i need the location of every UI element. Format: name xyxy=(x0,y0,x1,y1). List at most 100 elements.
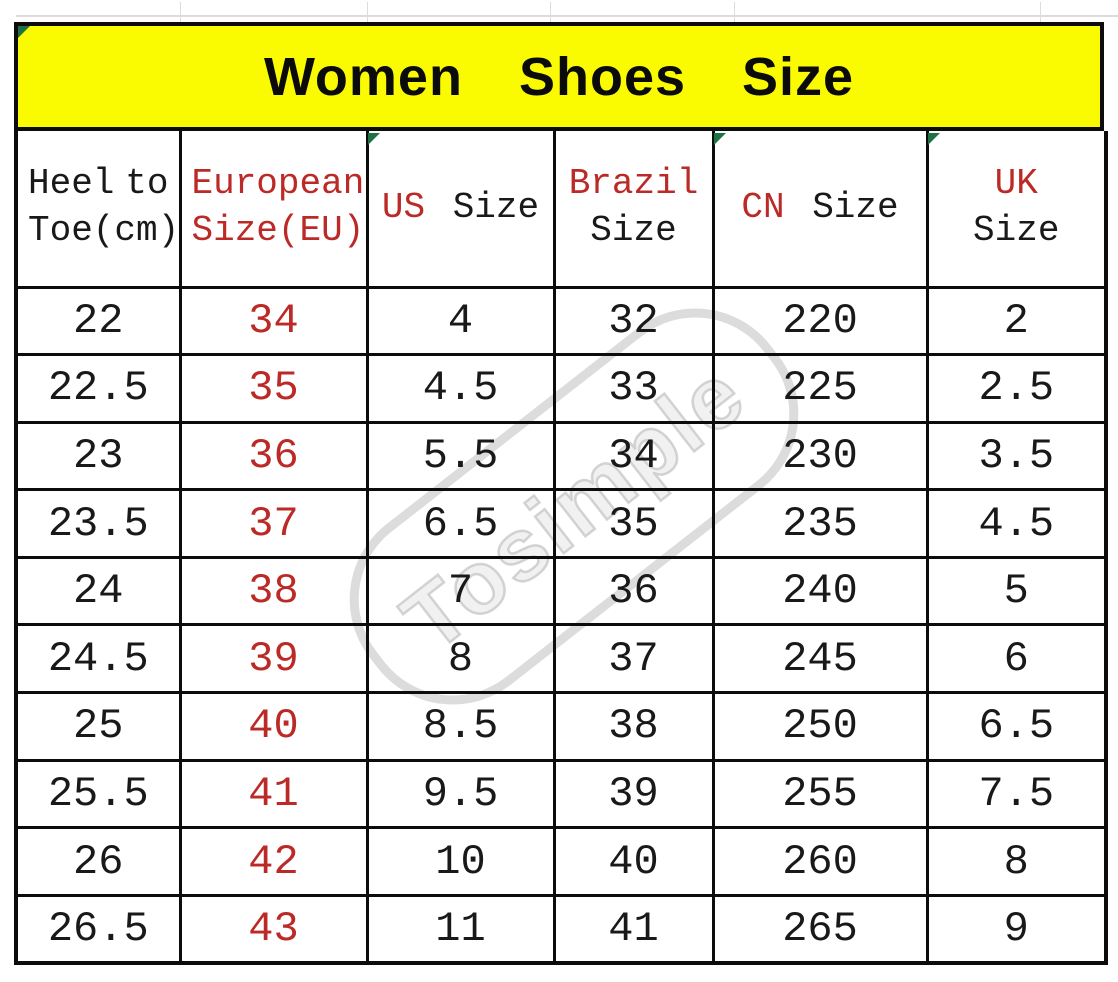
cell-brazil-size: 38 xyxy=(552,691,715,762)
cell-cn-size: 220 xyxy=(711,285,929,357)
cell-uk-size: 2.5 xyxy=(925,353,1108,424)
cell-cn-size: 240 xyxy=(711,555,929,627)
cell-uk-size: 8 xyxy=(925,826,1108,897)
header-label-text: to xyxy=(125,163,169,205)
cell-us-size: 8 xyxy=(365,623,556,695)
column-header-brazil-size: Brazil Size xyxy=(552,131,715,289)
cell-heel-to-toe: 22.5 xyxy=(14,353,182,424)
column-header-uk-size: UK Size xyxy=(925,131,1108,289)
cell-brazil-size: 34 xyxy=(552,420,715,492)
cell-us-size: 6.5 xyxy=(365,488,556,559)
cell-cn-size: 260 xyxy=(711,826,929,897)
header-label-text: Size xyxy=(784,186,899,228)
cell-cn-size: 225 xyxy=(711,353,929,424)
header-row: Heel to Toe(cm) European Size(EU) US Size Braz… xyxy=(14,131,1108,289)
cell-brazil-size: 36 xyxy=(552,555,715,627)
cell-european-size: 35 xyxy=(178,353,369,424)
cell-heel-to-toe: 24 xyxy=(14,555,182,627)
header-label-text: CN xyxy=(741,186,785,228)
cell-brazil-size: 35 xyxy=(552,488,715,559)
cell-heel-to-toe: 26.5 xyxy=(14,893,182,965)
spreadsheet-gridline-vertical xyxy=(180,2,181,22)
cell-uk-size: 4.5 xyxy=(925,488,1108,559)
excel-error-triangle-icon xyxy=(18,26,30,38)
cell-heel-to-toe: 25 xyxy=(14,691,182,762)
cell-european-size: 34 xyxy=(178,285,369,357)
cell-uk-size: 3.5 xyxy=(925,420,1108,492)
cell-brazil-size: 40 xyxy=(552,826,715,897)
cell-us-size: 7 xyxy=(365,555,556,627)
header-label-text: Size xyxy=(590,210,677,252)
table-row: 25 40 8.5 38 250 6.5 xyxy=(14,691,1108,762)
header-label-text: Size xyxy=(425,186,540,228)
cell-heel-to-toe: 24.5 xyxy=(14,623,182,695)
cell-heel-to-toe: 25.5 xyxy=(14,758,182,830)
cell-european-size: 37 xyxy=(178,488,369,559)
cell-cn-size: 250 xyxy=(711,691,929,762)
spreadsheet-gridline-vertical xyxy=(550,2,551,22)
table-row: 25.5 41 9.5 39 255 7.5 xyxy=(14,758,1108,830)
cell-heel-to-toe: 26 xyxy=(14,826,182,897)
spreadsheet-gridline-horizontal xyxy=(16,15,1118,17)
cell-cn-size: 245 xyxy=(711,623,929,695)
table-row: 24 38 7 36 240 5 xyxy=(14,555,1108,627)
cell-cn-size: 265 xyxy=(711,893,929,965)
cell-us-size: 5.5 xyxy=(365,420,556,492)
spreadsheet-gridline-vertical xyxy=(734,2,735,22)
excel-error-triangle-icon xyxy=(714,133,726,145)
table-row: 23.5 37 6.5 35 235 4.5 xyxy=(14,488,1108,559)
cell-brazil-size: 33 xyxy=(552,353,715,424)
cell-uk-size: 2 xyxy=(925,285,1108,357)
header-label-text: Heel xyxy=(28,163,115,205)
cell-heel-to-toe: 22 xyxy=(14,285,182,357)
cell-heel-to-toe: 23 xyxy=(14,420,182,492)
cell-european-size: 36 xyxy=(178,420,369,492)
page-title: Women Shoes Size xyxy=(263,46,855,107)
spreadsheet-gridline-vertical xyxy=(367,2,368,22)
table-row: 23 36 5.5 34 230 3.5 xyxy=(14,420,1108,492)
cell-cn-size: 230 xyxy=(711,420,929,492)
header-label-text: Size(EU) xyxy=(191,210,365,252)
cell-uk-size: 6.5 xyxy=(925,691,1108,762)
table-row: 22 34 4 32 220 2 xyxy=(14,285,1108,357)
header-label-text: European xyxy=(191,163,365,205)
table-row: 22.5 35 4.5 33 225 2.5 xyxy=(14,353,1108,424)
excel-error-triangle-icon xyxy=(368,133,380,145)
cell-us-size: 11 xyxy=(365,893,556,965)
header-label-text: Toe(cm) xyxy=(28,210,180,252)
column-header-heel-to-toe: Heel to Toe(cm) xyxy=(14,131,182,289)
size-table: Heel to Toe(cm) European Size(EU) US Size Braz… xyxy=(14,131,1108,965)
cell-european-size: 43 xyxy=(178,893,369,965)
cell-cn-size: 235 xyxy=(711,488,929,559)
cell-brazil-size: 32 xyxy=(552,285,715,357)
cell-us-size: 8.5 xyxy=(365,691,556,762)
cell-us-size: 10 xyxy=(365,826,556,897)
cell-european-size: 39 xyxy=(178,623,369,695)
cell-uk-size: 7.5 xyxy=(925,758,1108,830)
cell-brazil-size: 37 xyxy=(552,623,715,695)
table-row: 26.5 43 11 41 265 9 xyxy=(14,893,1108,965)
spreadsheet-gridline-vertical xyxy=(1040,2,1041,22)
cell-brazil-size: 41 xyxy=(552,893,715,965)
header-label-text: Size xyxy=(973,210,1060,252)
title-banner: Women Shoes Size xyxy=(14,22,1104,131)
column-header-cn-size: CN Size xyxy=(711,131,929,289)
cell-us-size: 9.5 xyxy=(365,758,556,830)
cell-uk-size: 9 xyxy=(925,893,1108,965)
table-row: 26 42 10 40 260 8 xyxy=(14,826,1108,897)
cell-european-size: 41 xyxy=(178,758,369,830)
cell-european-size: 42 xyxy=(178,826,369,897)
cell-uk-size: 6 xyxy=(925,623,1108,695)
cell-uk-size: 5 xyxy=(925,555,1108,627)
cell-heel-to-toe: 23.5 xyxy=(14,488,182,559)
header-label-text: Brazil xyxy=(568,163,699,205)
cell-european-size: 40 xyxy=(178,691,369,762)
cell-brazil-size: 39 xyxy=(552,758,715,830)
header-label-text: US xyxy=(381,186,426,228)
column-header-european-size: European Size(EU) xyxy=(178,131,369,289)
cell-cn-size: 255 xyxy=(711,758,929,830)
cell-us-size: 4.5 xyxy=(365,353,556,424)
cell-us-size: 4 xyxy=(365,285,556,357)
table-row: 24.5 39 8 37 245 6 xyxy=(14,623,1108,695)
